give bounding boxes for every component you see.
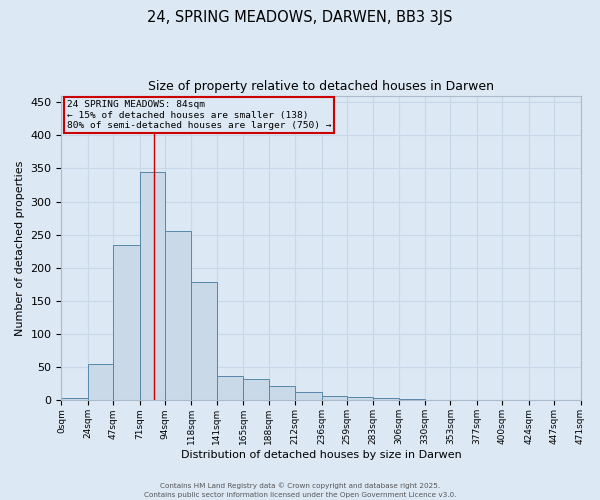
X-axis label: Distribution of detached houses by size in Darwen: Distribution of detached houses by size … [181, 450, 461, 460]
Bar [322, 396, 347, 400]
Bar [191, 282, 217, 401]
Bar [269, 386, 295, 400]
Bar [140, 172, 165, 400]
Title: Size of property relative to detached houses in Darwen: Size of property relative to detached ho… [148, 80, 494, 93]
Bar [217, 376, 243, 400]
Bar [165, 232, 191, 400]
Bar [113, 244, 140, 400]
Text: 24, SPRING MEADOWS, DARWEN, BB3 3JS: 24, SPRING MEADOWS, DARWEN, BB3 3JS [147, 10, 453, 25]
Text: 24 SPRING MEADOWS: 84sqm
← 15% of detached houses are smaller (138)
80% of semi-: 24 SPRING MEADOWS: 84sqm ← 15% of detach… [67, 100, 331, 130]
Bar [373, 398, 398, 400]
Text: Contains public sector information licensed under the Open Government Licence v3: Contains public sector information licen… [144, 492, 456, 498]
Bar [243, 378, 269, 400]
Y-axis label: Number of detached properties: Number of detached properties [15, 160, 25, 336]
Bar [398, 399, 425, 400]
Bar [347, 397, 373, 400]
Text: Contains HM Land Registry data © Crown copyright and database right 2025.: Contains HM Land Registry data © Crown c… [160, 482, 440, 489]
Bar [295, 392, 322, 400]
Bar [88, 364, 113, 401]
Bar [61, 398, 88, 400]
